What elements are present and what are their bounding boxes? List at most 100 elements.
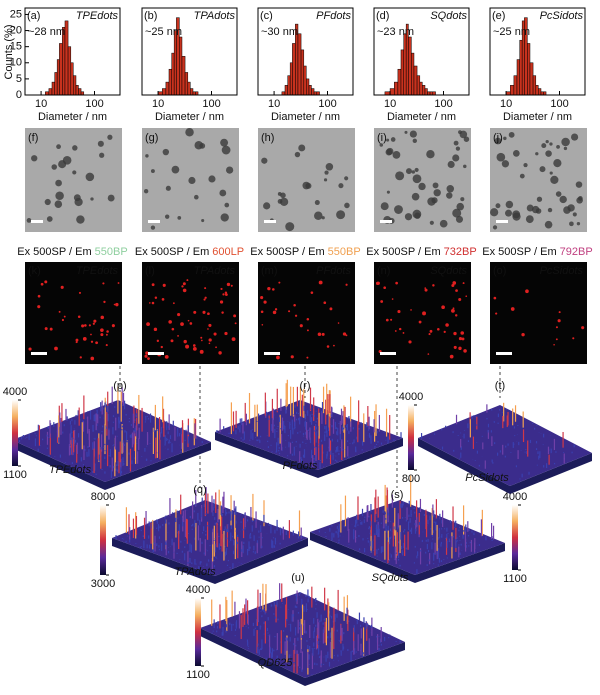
spot xyxy=(422,311,426,316)
bar xyxy=(171,52,175,96)
emission: 550BP xyxy=(95,246,128,258)
particle xyxy=(76,215,85,224)
panel-label: (q) xyxy=(193,484,206,496)
spot xyxy=(200,336,203,339)
particle xyxy=(490,208,499,217)
particle xyxy=(107,194,115,202)
spot xyxy=(100,315,105,320)
particle xyxy=(279,197,289,207)
spot xyxy=(451,309,455,313)
spot xyxy=(37,294,41,298)
bar xyxy=(287,75,291,96)
particle xyxy=(550,175,559,184)
spot xyxy=(231,337,236,342)
panel-label: (m) xyxy=(261,265,278,277)
excitation: Ex 500SP / Em xyxy=(17,246,91,258)
bar xyxy=(389,88,395,96)
sample-name: TPEdots xyxy=(49,464,92,476)
spot xyxy=(61,318,65,322)
bar xyxy=(416,75,421,96)
spot xyxy=(148,302,151,304)
bar xyxy=(424,88,428,96)
surface-side xyxy=(310,532,505,583)
colorbar xyxy=(512,505,518,570)
particle xyxy=(439,219,448,228)
particle xyxy=(544,220,553,229)
scale-bar xyxy=(148,352,164,355)
particle xyxy=(145,154,149,158)
sample-name: PcSidots xyxy=(465,472,509,484)
particle xyxy=(56,144,61,150)
x-tick-label: 100 xyxy=(434,98,452,110)
spot xyxy=(168,320,172,324)
particle xyxy=(414,167,419,172)
bar xyxy=(408,36,412,96)
spot xyxy=(88,324,91,327)
x-tick-label: 10 xyxy=(268,98,280,110)
spot xyxy=(40,282,44,286)
spot xyxy=(93,319,97,323)
bar xyxy=(532,75,537,96)
spot xyxy=(234,322,237,325)
particle xyxy=(455,215,464,223)
spot xyxy=(156,339,160,342)
spot xyxy=(391,298,394,300)
bar xyxy=(64,20,69,96)
particle xyxy=(512,150,520,157)
bar xyxy=(179,36,183,96)
spot xyxy=(44,280,48,284)
particle xyxy=(526,204,534,212)
particle xyxy=(535,152,539,156)
spot xyxy=(310,291,314,294)
spot xyxy=(225,293,228,296)
particle xyxy=(503,136,507,141)
spot xyxy=(272,288,275,291)
particle xyxy=(394,205,403,214)
particle xyxy=(294,151,301,158)
size-label: ~30 nm xyxy=(261,26,298,38)
particle xyxy=(208,175,216,183)
bar xyxy=(51,81,55,96)
particle xyxy=(143,189,149,194)
particle xyxy=(285,222,295,232)
sample-name: TPEdots xyxy=(76,265,119,277)
spot xyxy=(208,342,211,345)
spot xyxy=(428,333,431,336)
y-tick-label: 15 xyxy=(10,41,22,53)
spot xyxy=(458,298,462,302)
particle xyxy=(261,157,268,164)
spot xyxy=(525,289,529,294)
particle xyxy=(545,150,552,157)
bar xyxy=(394,81,399,96)
panel-label: (e) xyxy=(492,10,505,22)
bar xyxy=(303,65,307,96)
panel-label: (s) xyxy=(391,489,404,501)
bar xyxy=(184,72,189,96)
particle xyxy=(221,145,231,155)
particle xyxy=(452,154,460,162)
spot xyxy=(207,328,209,330)
spot xyxy=(383,286,386,290)
bar xyxy=(181,56,186,96)
spot xyxy=(437,327,440,331)
spot xyxy=(452,307,455,310)
spot xyxy=(299,324,303,328)
spot xyxy=(465,295,468,298)
particle xyxy=(555,191,562,197)
channel-header: Ex 500SP / Em 732BP xyxy=(366,246,476,258)
scale-bar xyxy=(496,352,512,355)
particle xyxy=(386,190,390,194)
spot xyxy=(461,337,465,341)
particle xyxy=(277,199,283,204)
sample-name: PcSidots xyxy=(540,10,584,22)
particle xyxy=(492,225,498,230)
x-axis-label: Diameter / nm xyxy=(38,111,107,123)
sample-name: PFdots xyxy=(316,265,351,277)
particle xyxy=(572,212,577,217)
scale-bar xyxy=(264,352,280,355)
spot xyxy=(75,338,79,342)
bar xyxy=(397,68,402,96)
spot xyxy=(553,343,555,346)
particle xyxy=(447,160,455,168)
